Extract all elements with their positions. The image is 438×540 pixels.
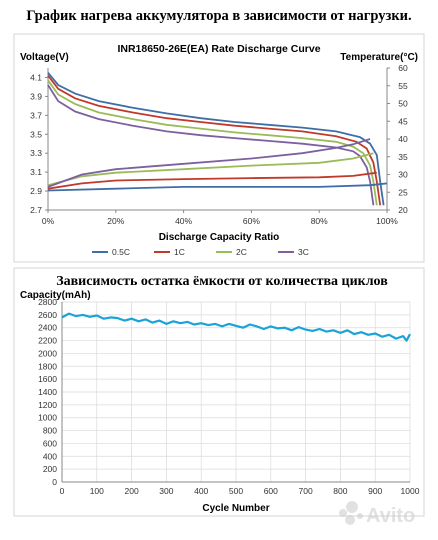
voltage-tick-label: 4.1 xyxy=(30,72,42,82)
temperature-tick-label: 20 xyxy=(398,205,408,215)
voltage-tick-label: 3.1 xyxy=(30,167,42,177)
cycle-tick-label: 100 xyxy=(90,486,104,496)
discharge-x-tick-label: 40% xyxy=(175,216,192,226)
discharge-chart-legend: 0.5C 1C 2C 3C xyxy=(92,247,309,257)
voltage-tick-label: 3.9 xyxy=(30,91,42,101)
capacity-series-line xyxy=(61,312,411,342)
voltage-tick-label: 3.5 xyxy=(30,129,42,139)
capacity-tick-label: 1400 xyxy=(38,387,57,397)
cycle-tick-label: 0 xyxy=(60,486,65,496)
cycle-tick-label: 400 xyxy=(194,486,208,496)
series-1C-temperature-line xyxy=(47,171,377,190)
capacity-tick-label: 400 xyxy=(43,451,57,461)
capacity-tick-label: 2000 xyxy=(38,348,57,358)
discharge-x-tick-label: 100% xyxy=(376,216,398,226)
temperature-axis-label: Temperature(°C) xyxy=(340,52,418,63)
discharge-x-tick-label: 0% xyxy=(42,216,55,226)
watermark-text: Avito xyxy=(366,505,415,527)
capacity-tick-label: 1200 xyxy=(38,400,57,410)
series-1C-voltage-line xyxy=(47,75,382,206)
cycle-tick-label: 700 xyxy=(299,486,313,496)
series-3C-voltage-line xyxy=(47,84,375,206)
series-2C-voltage-line xyxy=(47,79,378,206)
discharge-x-tick-label: 60% xyxy=(243,216,260,226)
cycle-tick-label: 1000 xyxy=(401,486,420,496)
cycle-tick-label: 800 xyxy=(333,486,347,496)
voltage-tick-label: 3.7 xyxy=(30,110,42,120)
capacity-tick-label: 600 xyxy=(43,438,57,448)
legend-label: 0.5C xyxy=(112,247,130,257)
cycle-tick-label: 300 xyxy=(159,486,173,496)
cycle-tick-label: 500 xyxy=(229,486,243,496)
legend-label: 3C xyxy=(298,247,309,257)
capacity-tick-label: 2200 xyxy=(38,336,57,346)
watermark-dot-icon xyxy=(345,515,355,525)
capacity-tick-label: 1000 xyxy=(38,413,57,423)
capacity-tick-label: 0 xyxy=(52,477,57,487)
series-05C-voltage-line xyxy=(47,72,385,206)
temperature-tick-label: 45 xyxy=(398,116,408,126)
discharge-x-axis-label: Discharge Capacity Ratio xyxy=(159,232,280,243)
discharge-x-tick-label: 80% xyxy=(311,216,328,226)
cycle-tick-label: 600 xyxy=(264,486,278,496)
capacity-tick-label: 2800 xyxy=(38,297,57,307)
series-3C-temperature-line xyxy=(47,138,371,188)
capacity-tick-label: 200 xyxy=(43,464,57,474)
temperature-tick-label: 25 xyxy=(398,187,408,197)
temperature-tick-label: 30 xyxy=(398,170,408,180)
discharge-chart: INR18650-26E(EA) Rate Discharge Curve Vo… xyxy=(20,43,418,257)
bottom-heading: Зависимость остатка ёмкости от количеств… xyxy=(56,274,388,289)
series-05C-temperature-line xyxy=(47,182,388,192)
voltage-tick-label: 2.7 xyxy=(30,205,42,215)
discharge-chart-title: INR18650-26E(EA) Rate Discharge Curve xyxy=(117,43,320,55)
legend-label: 2C xyxy=(236,247,247,257)
temperature-tick-label: 60 xyxy=(398,63,408,73)
temperature-tick-label: 35 xyxy=(398,152,408,162)
discharge-x-tick-label: 20% xyxy=(107,216,124,226)
capacity-tick-label: 1600 xyxy=(38,374,57,384)
cycle-chart: Зависимость остатка ёмкости от количеств… xyxy=(20,274,420,514)
top-heading: График нагрева аккумулятора в зависимост… xyxy=(26,8,411,24)
voltage-tick-label: 2.9 xyxy=(30,186,42,196)
cycle-tick-label: 900 xyxy=(368,486,382,496)
cycle-x-axis-label: Cycle Number xyxy=(202,503,269,514)
avito-watermark: Avito xyxy=(339,501,415,527)
voltage-axis-label: Voltage(V) xyxy=(20,52,69,63)
cycle-tick-label: 200 xyxy=(125,486,139,496)
temperature-tick-label: 55 xyxy=(398,81,408,91)
watermark-dot-icon xyxy=(339,509,347,517)
capacity-tick-label: 1800 xyxy=(38,361,57,371)
temperature-tick-label: 50 xyxy=(398,99,408,109)
series-2C-temperature-line xyxy=(47,152,374,187)
capacity-tick-label: 2400 xyxy=(38,323,57,333)
cycle-chart-frame xyxy=(13,267,425,517)
watermark-dot-icon xyxy=(346,501,358,513)
capacity-axis-label: Capacity(mAh) xyxy=(20,290,91,301)
capacity-tick-label: 800 xyxy=(43,426,57,436)
discharge-chart-frame xyxy=(13,33,425,263)
temperature-tick-label: 40 xyxy=(398,134,408,144)
capacity-tick-label: 2600 xyxy=(38,310,57,320)
watermark-dot-icon xyxy=(357,513,363,519)
voltage-tick-label: 3.3 xyxy=(30,148,42,158)
legend-label: 1C xyxy=(174,247,185,257)
